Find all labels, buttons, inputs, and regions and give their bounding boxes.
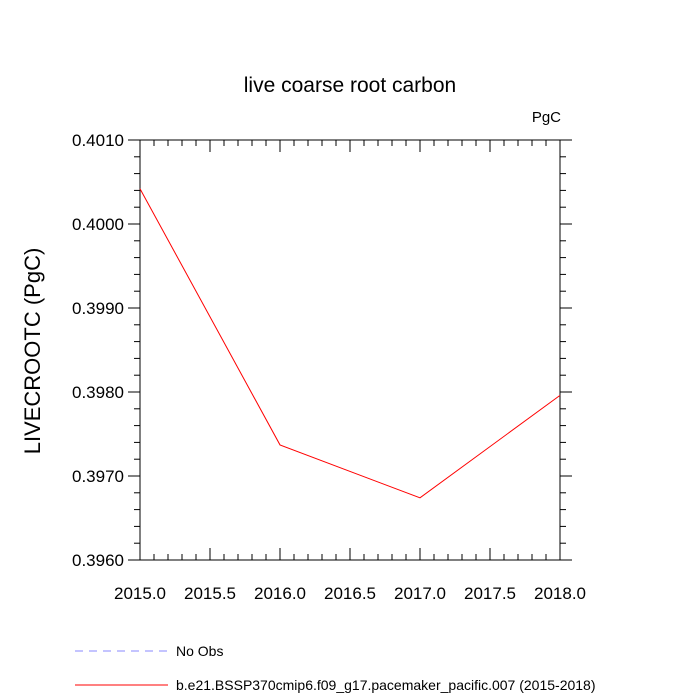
y-tick-label: 0.3990 <box>72 299 124 318</box>
y-tick-label: 0.4000 <box>72 215 124 234</box>
x-tick-label: 2018.0 <box>534 584 586 603</box>
x-tick-label: 2017.5 <box>464 584 516 603</box>
x-tick-label: 2016.5 <box>324 584 376 603</box>
chart-title: live coarse root carbon <box>244 74 456 97</box>
x-tick-label: 2015.0 <box>114 584 166 603</box>
y-axis-label: LIVECROOTC (PgC) <box>20 248 45 455</box>
x-tick-label: 2017.0 <box>394 584 446 603</box>
units-label: PgC <box>532 109 561 126</box>
axis-ticks <box>128 139 572 561</box>
plot-frame <box>139 139 561 561</box>
legend-label: b.e21.BSSP370cmip6.f09_g17.pacemaker_pac… <box>176 677 596 693</box>
y-tick-label: 0.3980 <box>72 383 124 402</box>
series-line <box>139 188 561 499</box>
axis-tick-labels: 2015.0 2015.5 2016.0 2016.5 2017.0 2017.5 2018… <box>72 131 586 603</box>
y-tick-label: 0.3960 <box>72 551 124 570</box>
x-tick-label: 2016.0 <box>254 584 306 603</box>
legend: No Obs b.e21.BSSP370cmip6.f09_g17.pacemak… <box>75 643 596 693</box>
y-tick-label: 0.4010 <box>72 131 124 150</box>
series-layer <box>139 188 561 499</box>
legend-label: No Obs <box>176 643 223 659</box>
y-tick-label: 0.3970 <box>72 467 124 486</box>
x-tick-label: 2015.5 <box>184 584 236 603</box>
